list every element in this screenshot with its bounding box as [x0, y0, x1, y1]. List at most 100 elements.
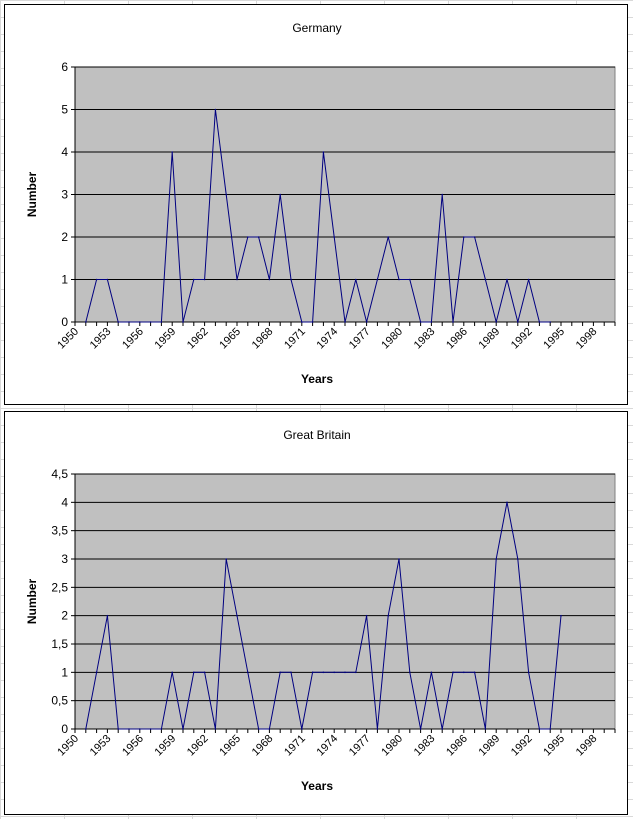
germany-xtick-label: 1962 [185, 326, 211, 352]
germany-series-line [85, 109, 551, 323]
germany-data-point [365, 321, 368, 323]
germany-ytick-label: 0 [61, 315, 68, 329]
great-britain-xtick-label: 1983 [412, 733, 438, 759]
germany-data-point [171, 151, 173, 153]
great-britain-data-point [160, 728, 163, 730]
great-britain-data-point [344, 671, 346, 674]
great-britain-data-point [106, 614, 109, 617]
great-britain-xlabel: Years [301, 779, 333, 793]
great-britain-data-point [517, 558, 519, 560]
great-britain-xtick-label: 1962 [185, 733, 211, 759]
germany-data-point [117, 321, 119, 323]
great-britain-data-point [506, 501, 508, 504]
great-britain-data-point [495, 558, 498, 560]
germany-data-point [311, 321, 314, 323]
great-britain-data-point [409, 671, 411, 674]
great-britain-data-point [441, 728, 444, 730]
great-britain-xtick-label: 1992 [509, 733, 535, 759]
germany-data-point [149, 321, 152, 323]
chart-great-britain: Great Britain 0 0,5 1 1,5 2 2,5 3 3,5 4 4,5 1950 195… [4, 411, 628, 815]
great-britain-data-point [322, 671, 325, 674]
germany-xtick-label: 1989 [477, 326, 503, 352]
germany-title: Germany [292, 21, 341, 35]
great-britain-data-point [560, 614, 562, 617]
great-britain-data-point [333, 671, 336, 674]
germany-data-point [463, 236, 465, 238]
great-britain-ytick-label: 4 [61, 495, 68, 509]
great-britain-ytick-label: 0,5 [51, 694, 68, 708]
great-britain-ytick-label: 0 [61, 722, 68, 736]
great-britain-data-point [538, 728, 541, 730]
germany-ylabel: Number [25, 172, 39, 218]
great-britain-data-point [247, 671, 249, 674]
great-britain-data-point [193, 671, 195, 674]
great-britain-xtick-label: 1959 [153, 733, 179, 759]
germany-ytick-label: 3 [61, 188, 68, 202]
great-britain-data-point [117, 728, 119, 730]
great-britain-ylabel: Number [25, 579, 39, 625]
great-britain-data-point [279, 671, 282, 674]
germany-data-point [257, 236, 260, 238]
great-britain-ytick-label: 4,5 [51, 467, 68, 481]
great-britain-xtick-label: 1950 [55, 733, 81, 759]
germany-xlabel: Years [301, 372, 333, 386]
great-britain-data-point [203, 671, 206, 674]
germany-data-point [344, 321, 346, 323]
germany-xtick-label: 1974 [315, 326, 341, 352]
great-britain-plot-area [74, 473, 616, 730]
germany-data-point [441, 193, 444, 196]
great-britain-data-point [95, 671, 98, 674]
germany-data-point [419, 321, 422, 323]
great-britain-xtick-label: 1974 [315, 733, 341, 759]
great-britain-xtick-label: 1986 [444, 733, 470, 759]
germany-data-point [376, 278, 379, 281]
great-britain-xtick-label: 1998 [574, 733, 600, 759]
great-britain-data-point [128, 728, 130, 730]
great-britain-data-point [257, 728, 260, 730]
germany-xtick-label: 1953 [88, 326, 114, 352]
great-britain-data-point [301, 728, 303, 730]
germany-data-point [398, 278, 400, 281]
germany-data-point [517, 321, 519, 323]
germany-xtick-label: 1959 [153, 326, 179, 352]
great-britain-xtick-label: 1989 [477, 733, 503, 759]
germany-data-point [452, 321, 454, 323]
germany-data-point [160, 321, 163, 323]
germany-xtick-label: 1968 [250, 326, 276, 352]
great-britain-data-point [225, 558, 227, 560]
germany-data-point [549, 321, 551, 323]
great-britain-data-point [214, 728, 217, 730]
great-britain-data-point [139, 728, 141, 730]
germany-data-point [387, 236, 390, 238]
great-britain-data-point [387, 614, 390, 617]
germany-data-point [333, 236, 336, 238]
germany-xtick-label: 1977 [347, 326, 373, 352]
great-britain-data-point [171, 671, 173, 674]
great-britain-xtick-label: 1953 [88, 733, 114, 759]
great-britain-data-point [268, 728, 271, 730]
germany-xtick-label: 1992 [509, 326, 535, 352]
great-britain-data-point [549, 728, 551, 730]
germany-xtick-label: 1980 [379, 326, 405, 352]
germany-data-point [484, 278, 487, 281]
germany-xtick-label: 1998 [574, 326, 600, 352]
germany-data-point [236, 278, 238, 281]
germany-ytick-label: 5 [61, 103, 68, 117]
chart-germany-svg: Germany 0 1 2 3 4 5 6 1950 1953 1956 1959 1962 1965 19… [25, 21, 616, 386]
great-britain-data-point [236, 614, 238, 617]
great-britain-data-point [463, 671, 465, 674]
germany-data-point [203, 278, 206, 281]
germany-data-point [95, 278, 98, 281]
germany-xtick-label: 1950 [55, 326, 81, 352]
great-britain-data-point [182, 728, 184, 730]
germany-data-point [225, 193, 227, 196]
great-britain-data-point [473, 671, 476, 674]
germany-data-point [193, 278, 195, 281]
great-britain-data-point [311, 671, 314, 674]
great-britain-xtick-label: 1965 [217, 733, 243, 759]
great-britain-ytick-label: 1,5 [51, 637, 68, 651]
germany-data-point [214, 108, 217, 111]
germany-data-point [495, 321, 498, 323]
great-britain-data-point [419, 728, 422, 730]
great-britain-title: Great Britain [283, 428, 350, 442]
